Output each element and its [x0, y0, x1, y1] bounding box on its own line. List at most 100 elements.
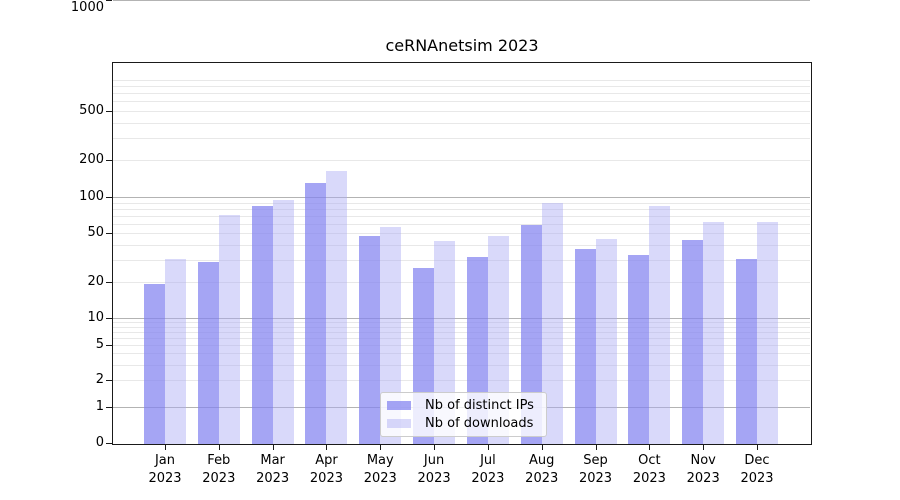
grid-minor-line — [113, 380, 810, 382]
grid-minor-line — [113, 101, 810, 103]
y-tick-mark-50 — [106, 233, 112, 235]
bar-downloads-jul — [487, 235, 509, 444]
y-tick-mark-10 — [106, 318, 112, 319]
legend-swatch-distinct-ips-icon — [387, 401, 411, 411]
y-tick-label-1000: 1000 — [70, 0, 104, 15]
grid-minor-line — [113, 326, 810, 328]
bar-downloads-nov — [703, 222, 725, 444]
grid-minor-line — [113, 159, 810, 161]
grid-minor-line — [113, 344, 810, 346]
x-tick-mark-may — [380, 445, 382, 450]
grid-minor-line — [113, 111, 810, 113]
bar-downloads-oct — [649, 205, 671, 444]
x-tick-label-jul: Jul 2023 — [471, 453, 505, 486]
y-tick-mark-5 — [106, 344, 112, 346]
x-tick-mark-dec — [757, 445, 758, 450]
legend-entry-distinct-ips: Nb of distinct IPs — [387, 397, 538, 414]
y-tick-label-100: 100 — [79, 189, 104, 204]
grid-minor-line — [113, 138, 810, 140]
bar-distinct-ips-dec — [736, 258, 757, 444]
x-tick-mark-apr — [326, 445, 328, 450]
grid-minor-line — [113, 202, 810, 204]
grid-minor-line — [113, 281, 810, 283]
x-tick-mark-feb — [218, 445, 220, 450]
bar-downloads-dec — [757, 222, 778, 444]
y-tick-label-5: 5 — [95, 336, 104, 352]
x-tick-label-jun: Jun 2023 — [417, 453, 451, 486]
legend: Nb of distinct IPs Nb of downloads — [380, 392, 547, 437]
grid-major-line — [113, 197, 810, 198]
bar-downloads-apr — [326, 171, 348, 444]
chart-title: ceRNAnetsim 2023 — [385, 36, 539, 55]
grid-major-line — [113, 0, 810, 1]
bar-distinct-ips-oct — [628, 255, 650, 444]
grid-minor-line — [113, 215, 810, 217]
bar-distinct-ips-sep — [574, 249, 596, 444]
grid-minor-line — [113, 322, 810, 324]
x-tick-label-nov: Nov 2023 — [686, 453, 720, 486]
y-tick-mark-0 — [106, 443, 112, 444]
grid-minor-line — [113, 260, 810, 262]
bar-downloads-may — [380, 226, 402, 444]
x-tick-label-may: May 2023 — [363, 453, 397, 486]
y-tick-mark-500 — [106, 111, 112, 113]
grid-minor-line — [113, 79, 810, 81]
y-tick-label-50: 50 — [87, 225, 104, 241]
grid-minor-line — [113, 208, 810, 210]
bar-distinct-ips-apr — [305, 182, 327, 444]
x-tick-mark-jun — [434, 445, 436, 450]
legend-label-downloads: Nb of downloads — [425, 415, 534, 431]
x-tick-label-sep: Sep 2023 — [578, 453, 613, 486]
x-tick-label-oct: Oct 2023 — [632, 453, 666, 486]
x-tick-mark-mar — [272, 445, 274, 450]
bar-distinct-ips-feb — [197, 262, 219, 444]
grid-minor-line — [113, 353, 810, 355]
x-tick-mark-nov — [703, 445, 705, 450]
x-tick-mark-jan — [165, 445, 166, 450]
legend-label-distinct-ips: Nb of distinct IPs — [425, 398, 534, 414]
bar-distinct-ips-may — [359, 235, 381, 444]
x-tick-label-jan: Jan 2023 — [148, 453, 182, 486]
bar-distinct-ips-mar — [251, 206, 273, 444]
y-tick-label-500: 500 — [79, 103, 104, 119]
y-tick-label-20: 20 — [87, 273, 104, 289]
y-tick-label-1: 1 — [95, 399, 104, 414]
bar-downloads-aug — [541, 203, 563, 444]
y-tick-label-10: 10 — [87, 310, 104, 325]
y-tick-label-2: 2 — [95, 372, 104, 388]
legend-entry-downloads: Nb of downloads — [387, 415, 538, 432]
y-tick-mark-20 — [106, 281, 112, 283]
y-tick-label-200: 200 — [79, 151, 104, 167]
bar-distinct-ips-nov — [682, 240, 704, 444]
y-tick-mark-1000 — [106, 0, 112, 1]
grid-minor-line — [113, 93, 810, 95]
x-tick-mark-jul — [487, 445, 489, 450]
x-tick-label-apr: Apr 2023 — [309, 453, 343, 486]
grid-minor-line — [113, 122, 810, 124]
bar-downloads-sep — [595, 238, 617, 444]
x-tick-label-mar: Mar 2023 — [256, 453, 290, 486]
bar-downloads-mar — [272, 199, 294, 444]
bar-downloads-jan — [165, 258, 186, 444]
bar-downloads-feb — [218, 214, 240, 444]
x-tick-mark-sep — [595, 445, 597, 450]
grid-minor-line — [113, 364, 810, 366]
grid-minor-line — [113, 85, 810, 87]
grid-major-line — [113, 318, 810, 319]
legend-swatch-downloads-icon — [387, 418, 411, 428]
bar-distinct-ips-jan — [144, 284, 165, 444]
x-tick-mark-aug — [541, 445, 543, 450]
grid-minor-line — [113, 223, 810, 225]
x-tick-label-dec: Dec 2023 — [740, 453, 774, 486]
x-tick-label-feb: Feb 2023 — [202, 453, 236, 486]
grid-minor-line — [113, 245, 810, 247]
y-tick-mark-1 — [106, 407, 112, 408]
grid-minor-line — [113, 337, 810, 339]
grid-minor-line — [113, 331, 810, 333]
grid-minor-line — [113, 233, 810, 235]
bar-distinct-ips-aug — [520, 224, 542, 444]
y-tick-mark-200 — [106, 159, 112, 161]
x-tick-mark-oct — [649, 445, 651, 450]
x-tick-label-aug: Aug 2023 — [525, 453, 559, 486]
